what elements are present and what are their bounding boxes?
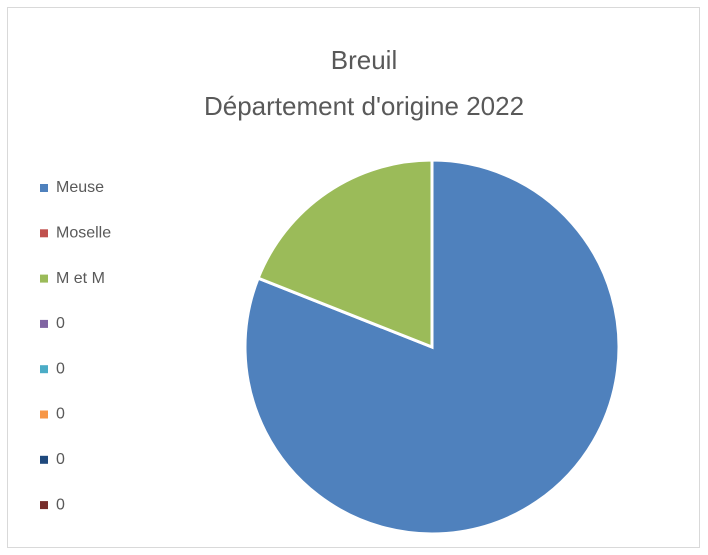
pie-slice <box>256 158 434 350</box>
legend-swatch <box>40 410 48 419</box>
legend-swatch <box>40 455 48 464</box>
legend-swatch <box>40 501 48 510</box>
legend-label: 0 <box>56 360 65 377</box>
legend-label: 0 <box>56 451 65 468</box>
legend-label: 0 <box>56 496 65 513</box>
legend-swatch <box>40 365 48 374</box>
legend-label: 0 <box>56 315 65 332</box>
legend-label: 0 <box>56 406 65 423</box>
legend-label: Meuse <box>56 179 104 196</box>
legend-label: Moselle <box>56 225 111 242</box>
legend-swatch <box>40 229 48 238</box>
legend-swatch <box>40 184 48 192</box>
legend-swatch <box>40 319 48 328</box>
legend-swatch <box>40 274 48 283</box>
chart-title: Département d'origine 2022 <box>204 91 524 121</box>
legend-label: M et M <box>56 270 105 287</box>
chart-title: Breuil <box>331 45 397 75</box>
